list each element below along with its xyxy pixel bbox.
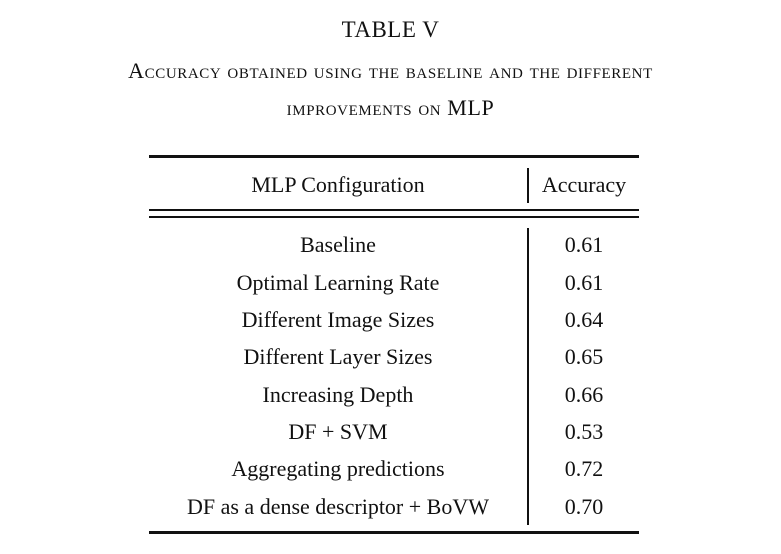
- body-column-divider: [527, 228, 529, 525]
- header-rule-lower: [149, 216, 639, 218]
- row-accuracy: 0.61: [564, 270, 604, 295]
- header-column-divider: [527, 168, 529, 203]
- row-accuracy: 0.66: [564, 382, 604, 407]
- row-accuracy: 0.65: [564, 344, 604, 369]
- row-config: Different Layer Sizes: [243, 344, 433, 369]
- header-rule-upper: [149, 209, 639, 211]
- row-config: DF + SVM: [288, 419, 388, 444]
- header-accuracy: Accuracy: [541, 172, 627, 197]
- row-accuracy: 0.70: [564, 494, 604, 519]
- row-config: Baseline: [300, 232, 376, 257]
- table-number: TABLE V: [341, 17, 440, 42]
- table-caption-line-2: improvements on MLP: [286, 95, 495, 120]
- row-config: Aggregating predictions: [231, 456, 445, 481]
- row-config: Different Image Sizes: [241, 307, 435, 332]
- bottom-rule: [149, 531, 639, 534]
- table-caption-line-1: Accuracy obtained using the baseline and…: [128, 58, 653, 83]
- row-config: DF as a dense descriptor + BoVW: [186, 494, 489, 519]
- row-config: Optimal Learning Rate: [236, 270, 440, 295]
- top-rule: [149, 155, 639, 158]
- header-mlp-configuration: MLP Configuration: [251, 172, 425, 197]
- row-accuracy: 0.64: [564, 307, 604, 332]
- row-config: Increasing Depth: [262, 382, 414, 407]
- row-accuracy: 0.72: [564, 456, 604, 481]
- row-accuracy: 0.53: [564, 419, 604, 444]
- row-accuracy: 0.61: [564, 232, 604, 257]
